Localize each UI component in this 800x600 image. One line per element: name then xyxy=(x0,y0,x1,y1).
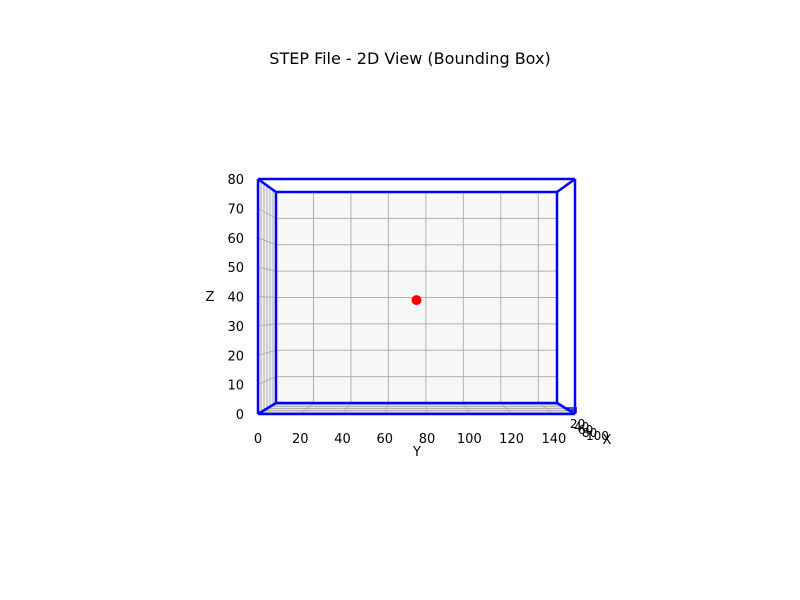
y-tick-label: 0 xyxy=(254,432,262,447)
y-tick-label: 120 xyxy=(499,432,524,447)
x-tick-label: 20 xyxy=(570,417,585,431)
z-tick-label: 70 xyxy=(227,202,244,217)
x-tick-label: 60 xyxy=(578,423,593,437)
data-points xyxy=(411,295,422,306)
y-axis-ticks: 0 20 40 60 80 100 120 140 xyxy=(254,432,566,447)
bounding-box-back-face xyxy=(274,190,559,405)
x-tick-label: 100 xyxy=(586,429,609,443)
y-tick-label: 40 xyxy=(334,432,351,447)
y-tick-label: 140 xyxy=(541,432,566,447)
bounding-box-corner-edge xyxy=(257,401,277,416)
bounding-box xyxy=(256,177,577,416)
z-tick-label: 0 xyxy=(236,408,244,423)
z-tick-label: 30 xyxy=(227,320,244,335)
chart-title: STEP File - 2D View (Bounding Box) xyxy=(269,49,550,68)
x-tick-label: 80 xyxy=(582,426,597,440)
z-tick-label: 80 xyxy=(227,173,244,188)
z-tick-label: 40 xyxy=(227,291,244,306)
z-tick-label: 20 xyxy=(227,349,244,364)
y-tick-label: 60 xyxy=(377,432,394,447)
z-tick-label: 60 xyxy=(227,232,244,247)
y-tick-label: 80 xyxy=(419,432,436,447)
z-axis-label: Z xyxy=(206,290,215,305)
z-axis-ticks: 0 10 20 30 40 50 60 70 80 xyxy=(227,173,244,423)
data-point xyxy=(411,295,422,306)
z-tick-label: 10 xyxy=(227,379,244,394)
bounding-box-corner-edge xyxy=(257,177,277,194)
x-axis-label: X xyxy=(603,433,612,448)
x-tick-label: 40 xyxy=(574,420,589,434)
z-tick-label: 50 xyxy=(227,261,244,276)
y-axis-label: Y xyxy=(412,445,421,460)
y-tick-label: 100 xyxy=(457,432,482,447)
y-tick-label: 20 xyxy=(292,432,309,447)
bounding-box-corner-edge xyxy=(556,177,576,194)
